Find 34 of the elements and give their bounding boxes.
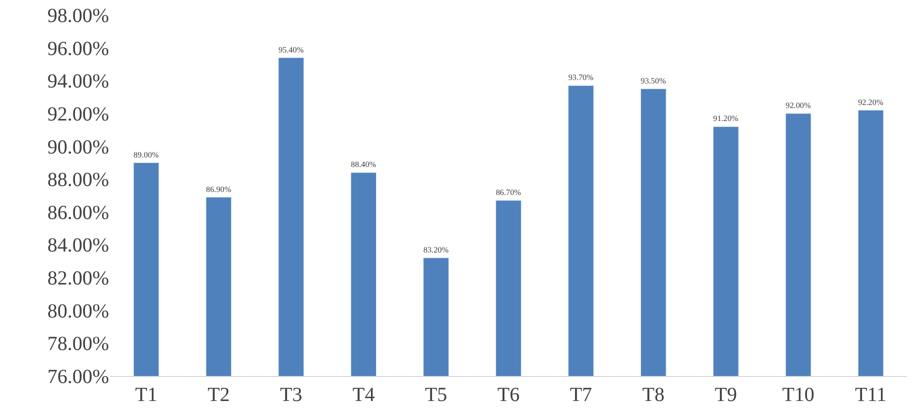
y-tick-label: 76.00% <box>47 366 109 388</box>
x-tick-label: T1 <box>135 384 158 406</box>
y-tick-label: 90.00% <box>47 136 109 158</box>
x-tick-label: T11 <box>855 384 887 406</box>
x-tick-label: T3 <box>280 384 302 406</box>
data-label: 91.20% <box>713 114 739 124</box>
y-tick-label: 92.00% <box>47 103 109 126</box>
y-tick-label: 88.00% <box>47 169 109 192</box>
y-tick-label: 78.00% <box>47 333 109 356</box>
data-label: 95.40% <box>278 45 304 54</box>
data-label: 93.70% <box>568 73 594 82</box>
data-label: 92.20% <box>858 98 884 107</box>
data-label: 93.50% <box>640 76 666 86</box>
data-label: 86.70% <box>496 188 522 198</box>
y-tick-label: 96.00% <box>47 38 109 60</box>
data-label: 83.20% <box>423 246 449 255</box>
y-tick-label: 86.00% <box>47 202 109 224</box>
x-tick-label: T4 <box>352 384 375 406</box>
x-tick-label: T10 <box>782 384 814 406</box>
y-tick-label: 84.00% <box>47 234 109 257</box>
x-tick-label: T5 <box>424 384 448 406</box>
data-label: 92.00% <box>786 101 811 110</box>
y-tick-label: 98.00% <box>47 5 109 27</box>
x-tick-label: T6 <box>497 384 520 406</box>
x-tick-label: T7 <box>570 384 592 406</box>
y-tick-label: 82.00% <box>47 268 109 290</box>
x-tick-label: T2 <box>208 384 230 406</box>
data-label: 88.40% <box>350 160 376 170</box>
x-tick-label: T9 <box>714 384 737 406</box>
x-tick-label: T8 <box>642 384 665 406</box>
y-tick-label: 94.00% <box>47 70 109 93</box>
data-label: 86.90% <box>206 184 232 194</box>
y-tick-label: 80.00% <box>47 300 109 322</box>
data-label: 89.00% <box>134 150 159 160</box>
